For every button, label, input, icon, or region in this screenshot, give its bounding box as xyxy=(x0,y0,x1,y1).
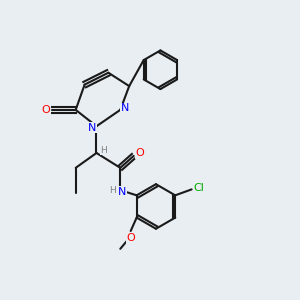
Text: H: H xyxy=(110,186,116,195)
Text: N: N xyxy=(88,123,96,133)
Text: N: N xyxy=(121,103,129,113)
Text: O: O xyxy=(42,105,50,115)
Text: H: H xyxy=(100,146,107,154)
Text: N: N xyxy=(118,187,126,196)
Text: O: O xyxy=(135,148,144,158)
Text: O: O xyxy=(126,233,135,243)
Text: Cl: Cl xyxy=(194,183,205,193)
